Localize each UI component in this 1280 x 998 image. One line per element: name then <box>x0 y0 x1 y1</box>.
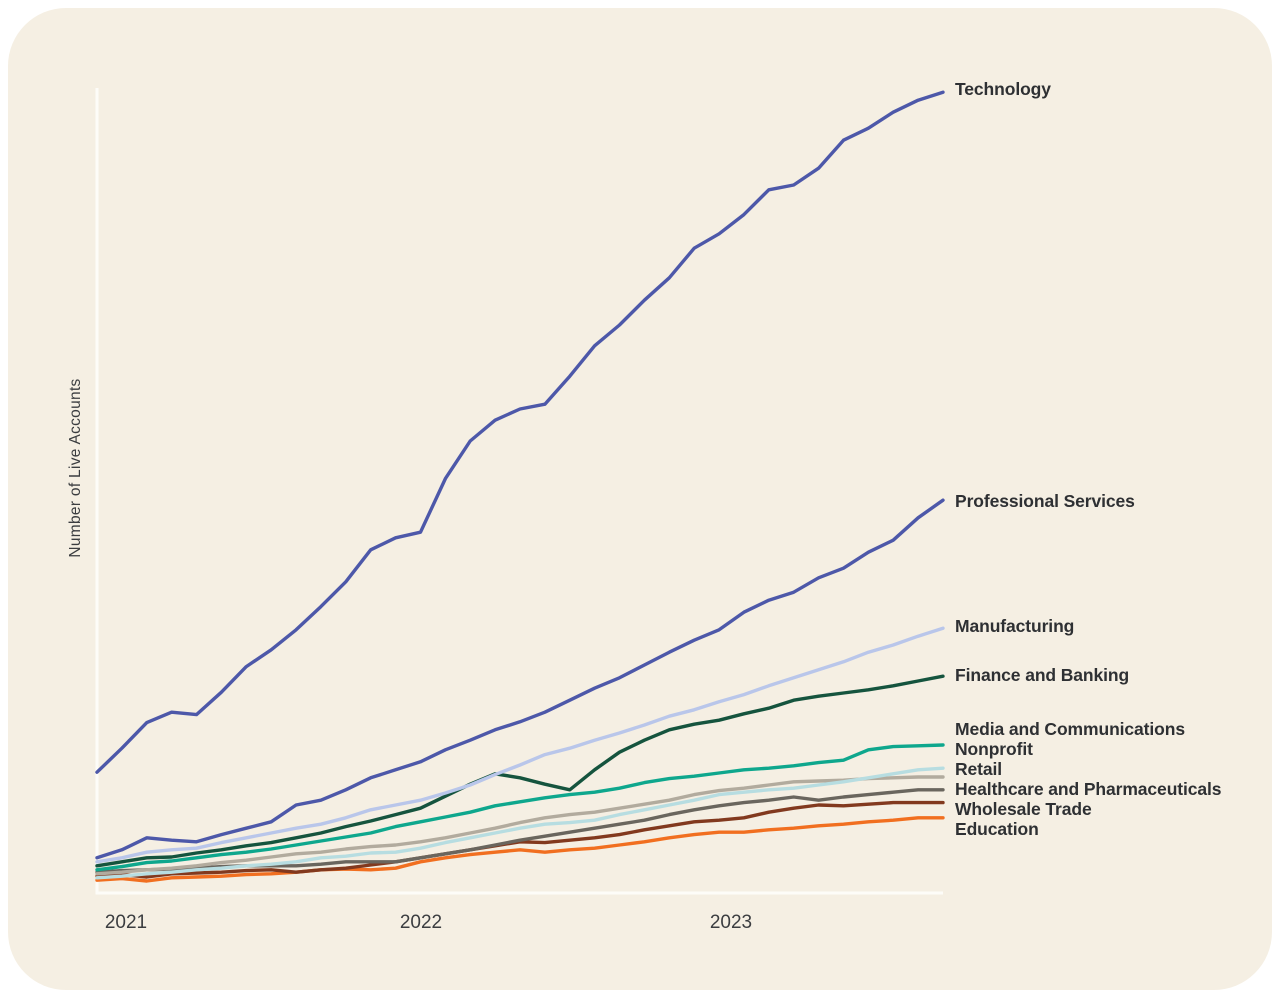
series-label-wholesale-trade: Wholesale Trade <box>955 799 1092 819</box>
series-line-media-and-communications <box>95 743 945 872</box>
series-line-nonprofit <box>95 766 945 880</box>
series-line-finance-and-banking <box>95 674 945 868</box>
series-lines-group <box>95 90 945 883</box>
series-line-technology <box>95 90 945 774</box>
series-line-retail <box>95 775 945 876</box>
series-label-media-and-communications: Media and Communications <box>955 719 1185 739</box>
series-label-nonprofit: Nonprofit <box>955 739 1033 759</box>
series-label-technology: Technology <box>955 79 1051 99</box>
series-label-retail: Retail <box>955 759 1002 779</box>
series-line-professional-services <box>95 498 945 860</box>
x-tick-2023: 2023 <box>710 912 752 933</box>
series-line-education <box>95 816 945 883</box>
series-label-manufacturing: Manufacturing <box>955 616 1074 636</box>
chart-card <box>8 8 1272 990</box>
series-label-healthcare-and-pharmaceuticals: Healthcare and Pharmaceuticals <box>955 779 1222 799</box>
x-tick-2021: 2021 <box>105 912 147 933</box>
series-label-education: Education <box>955 819 1039 839</box>
series-labels-group: Technology Professional Services Manufactu… <box>955 79 1222 839</box>
x-tick-2022: 2022 <box>400 912 442 933</box>
series-label-professional-services: Professional Services <box>955 491 1135 511</box>
series-line-manufacturing <box>95 626 945 864</box>
y-axis-title: Number of Live Accounts <box>67 378 84 557</box>
axis-lines <box>95 88 943 895</box>
series-label-finance-and-banking: Finance and Banking <box>955 665 1129 685</box>
